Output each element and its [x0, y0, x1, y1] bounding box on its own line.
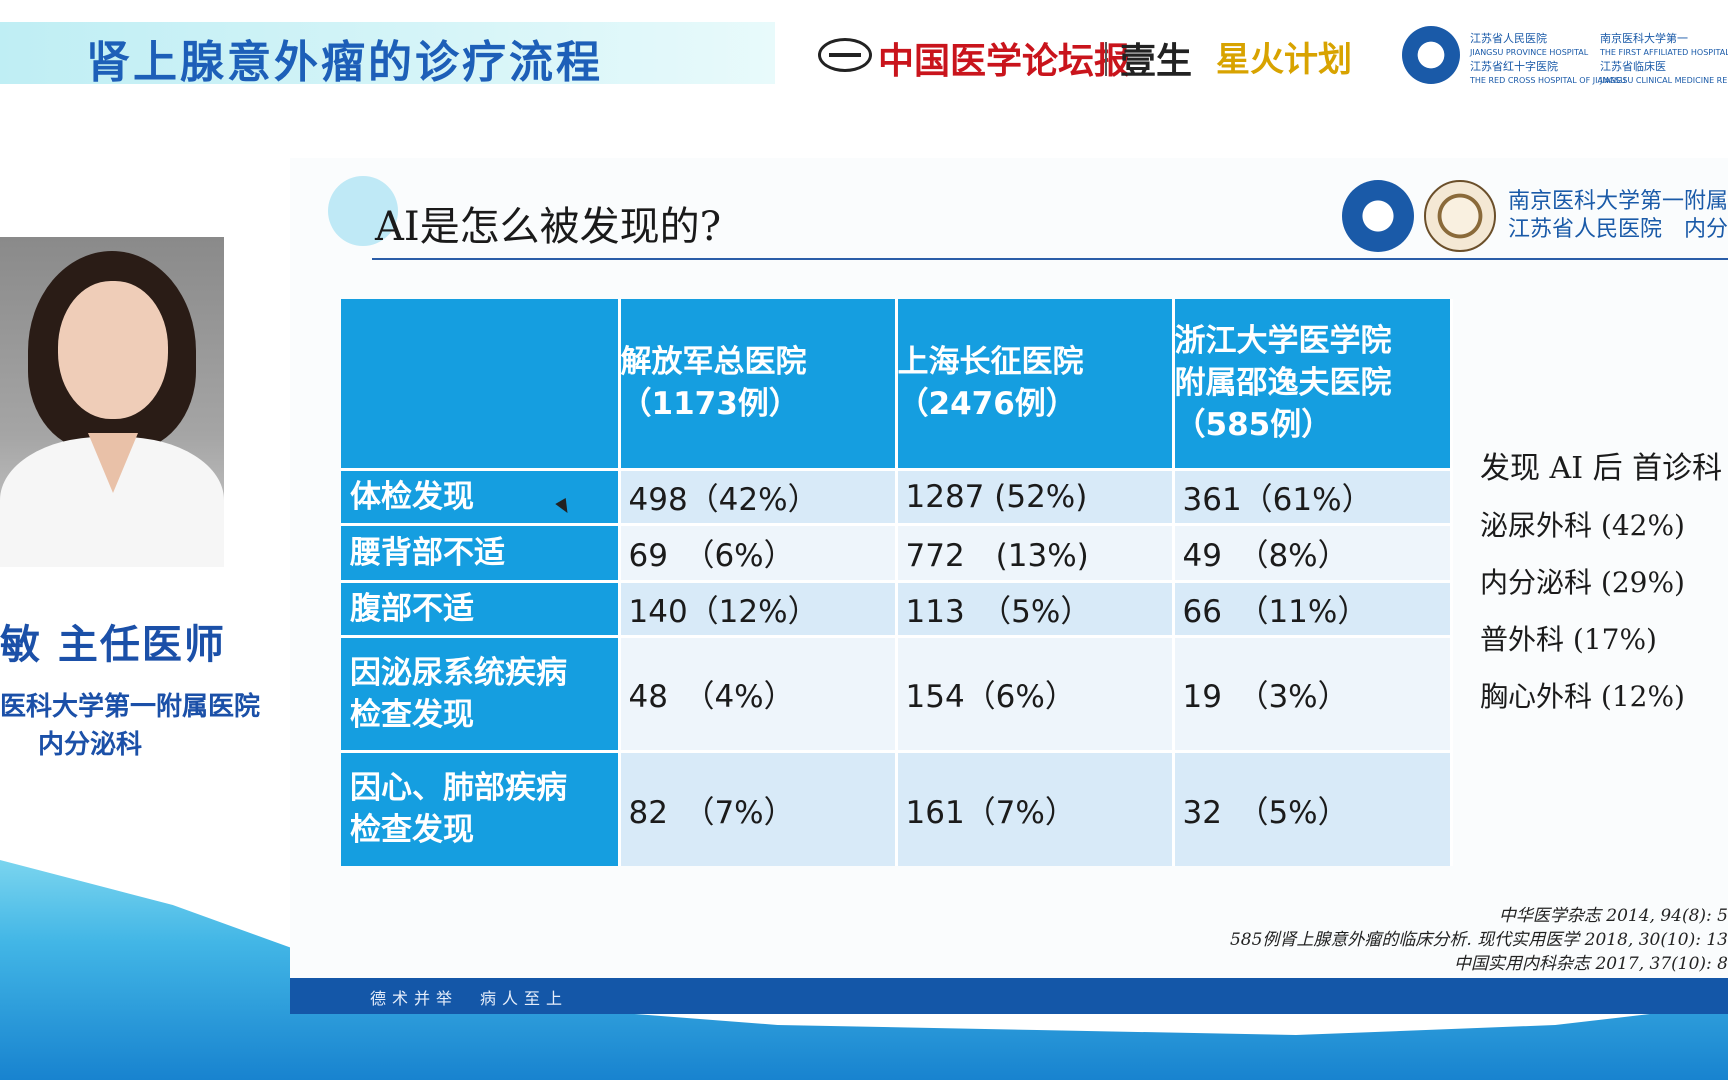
column-header-line: 上海长征医院 — [897, 344, 1084, 381]
table-row: 腰背部不适 69 （6%） 772 (13%) 49 （8%） — [341, 522, 1453, 581]
table-corner-cell — [341, 299, 621, 469]
column-header: 上海长征医院 （2476例） — [896, 299, 1175, 469]
column-header-line: 附属邵逸夫医院 — [1174, 365, 1392, 402]
side-item: 胸心外科 (12%) — [1480, 680, 1685, 713]
brand-yisheng: 壹生 — [1120, 40, 1193, 82]
hospital-name-block-1: 江苏省人民医院 JIANGSU PROVINCE HOSPITAL 江苏省红十字… — [1470, 32, 1626, 88]
table-cell: 69 （6%） — [619, 522, 898, 581]
brand-xinghuo: 星火计划 — [1216, 40, 1352, 80]
table-cell: 140（12%） — [619, 579, 898, 636]
column-header-line: 解放军总医院 — [620, 344, 807, 381]
row-label: 因泌尿系统疾病 检查发现 — [341, 634, 621, 751]
hospital-name-block-2: 南京医科大学第一 THE FIRST AFFILIATED HOSPITAL W… — [1600, 32, 1728, 88]
hospital-line: JIANGSU CLINICAL MEDICINE RE — [1600, 76, 1728, 85]
slide-title: AI是怎么被发现的? — [375, 204, 722, 250]
hospital-line: THE RED CROSS HOSPITAL OF JIANGSU — [1470, 76, 1627, 85]
side-item: 泌尿外科 (42%) — [1480, 509, 1685, 542]
column-header: 解放军总医院 （1173例） — [619, 299, 898, 469]
table-cell: 32 （5%） — [1173, 749, 1453, 866]
institution-line: 江苏省人民医院 内分 — [1508, 217, 1728, 242]
table-cell: 772 (13%) — [896, 522, 1175, 581]
reference-line: 中国实用内科杂志 2017, 37(10): 8 — [1454, 954, 1728, 974]
speaker-photo — [0, 237, 224, 567]
table-cell: 361（61%） — [1173, 467, 1453, 524]
column-header-line: （1173例） — [620, 386, 800, 423]
table-row: 体检发现 498（42%） 1287 (52%) 361（61%） — [341, 467, 1453, 524]
row-label-line: 因泌尿系统疾病 — [350, 654, 567, 691]
hospital-line: JIANGSU PROVINCE HOSPITAL — [1470, 48, 1589, 57]
table-cell: 19 （3%） — [1173, 634, 1453, 751]
column-header-line: 浙江大学医学院 — [1174, 323, 1392, 360]
row-label: 腰背部不适 — [341, 522, 621, 581]
hospital-line: 南京医科大学第一 — [1600, 32, 1688, 45]
photo-face — [58, 281, 168, 419]
row-label: 腹部不适 — [341, 579, 621, 636]
table-cell: 113 （5%） — [896, 579, 1175, 636]
table-cell: 82 （7%） — [619, 749, 898, 866]
title-accent-circle — [328, 176, 398, 246]
table-cell: 1287 (52%) — [896, 467, 1175, 524]
slide-institution: 南京医科大学第一附属 江苏省人民医院 内分 — [1508, 188, 1728, 244]
row-label-line: 因心、肺部疾病 — [350, 770, 567, 807]
table-row: 腹部不适 140（12%） 113 （5%） 66 （11%） — [341, 579, 1453, 636]
table-header-row: 解放军总医院 （1173例） 上海长征医院 （2476例） 浙江大学医学院 附属… — [341, 299, 1453, 469]
table-cell: 66 （11%） — [1173, 579, 1453, 636]
table-cell: 161（7%） — [896, 749, 1175, 866]
university-seal-icon — [1424, 180, 1496, 252]
speaker-name: 敏 主任医师 — [0, 622, 226, 668]
column-header-line: （585例） — [1174, 407, 1333, 444]
hospital-line: 江苏省人民医院 — [1470, 32, 1547, 45]
globe-logo-icon — [818, 38, 872, 72]
brand-row: 中国医学论坛报 壹生 星火计划 江苏省人民医院 JIANGSU PROVINCE… — [818, 20, 1728, 90]
table-cell: 498（42%） — [619, 467, 898, 524]
hospital-emblem-icon — [1402, 26, 1460, 84]
slide-footer-bar — [290, 978, 1728, 1014]
table-cell: 154（6%） — [896, 634, 1175, 751]
row-label-line: 检查发现 — [350, 696, 474, 733]
column-header-line: （2476例） — [897, 386, 1077, 423]
hospital-line: THE FIRST AFFILIATED HOSPITAL WITH NANJI… — [1600, 48, 1728, 57]
footer-slogan: 德术并举 病人至上 — [370, 989, 569, 1008]
top-header: 肾上腺意外瘤的诊疗流程 中国医学论坛报 壹生 星火计划 江苏省人民医院 JIAN… — [0, 0, 1728, 100]
column-header: 浙江大学医学院 附属邵逸夫医院 （585例） — [1173, 299, 1453, 469]
first-visit-department-list: 发现 AI 后 首诊科 泌尿外科 (42%) 内分泌科 (29%) 普外科 (1… — [1480, 440, 1722, 725]
discovery-table: 解放军总医院 （1173例） 上海长征医院 （2476例） 浙江大学医学院 附属… — [341, 299, 1453, 866]
table-cell: 48 （4%） — [619, 634, 898, 751]
hospital-line: 江苏省临床医 — [1600, 60, 1666, 73]
side-title: 发现 AI 后 首诊科 — [1480, 451, 1723, 486]
row-label-line: 检查发现 — [350, 812, 474, 849]
hospital-line: 江苏省红十字医院 — [1470, 60, 1558, 73]
title-banner — [0, 22, 775, 84]
hospital-logo-icon — [1342, 180, 1414, 252]
brand-divider — [1105, 42, 1107, 76]
side-item: 普外科 (17%) — [1480, 623, 1657, 656]
speaker-affiliation: 医科大学第一附属医院 — [0, 692, 261, 722]
reference-line: 585例肾上腺意外瘤的临床分析. 现代实用医学 2018, 30(10): 13 — [1229, 930, 1728, 950]
table-cell: 49 （8%） — [1173, 522, 1453, 581]
reference-line: 中华医学杂志 2014, 94(8): 5 — [1498, 906, 1728, 926]
speaker-department: 内分泌科 — [38, 730, 143, 760]
table-row: 因泌尿系统疾病 检查发现 48 （4%） 154（6%） 19 （3%） — [341, 634, 1453, 751]
title-underline — [372, 258, 1728, 260]
row-label: 因心、肺部疾病 检查发现 — [341, 749, 621, 866]
brand-cmt: 中国医学论坛报 — [878, 40, 1131, 82]
page-title: 肾上腺意外瘤的诊疗流程 — [86, 37, 603, 88]
side-item: 内分泌科 (29%) — [1480, 566, 1685, 599]
institution-line: 南京医科大学第一附属 — [1508, 189, 1728, 214]
table-row: 因心、肺部疾病 检查发现 82 （7%） 161（7%） 32 （5%） — [341, 749, 1453, 866]
row-label: 体检发现 — [341, 467, 621, 524]
references: 中华医学杂志 2014, 94(8): 5 585例肾上腺意外瘤的临床分析. 现… — [1230, 904, 1728, 976]
